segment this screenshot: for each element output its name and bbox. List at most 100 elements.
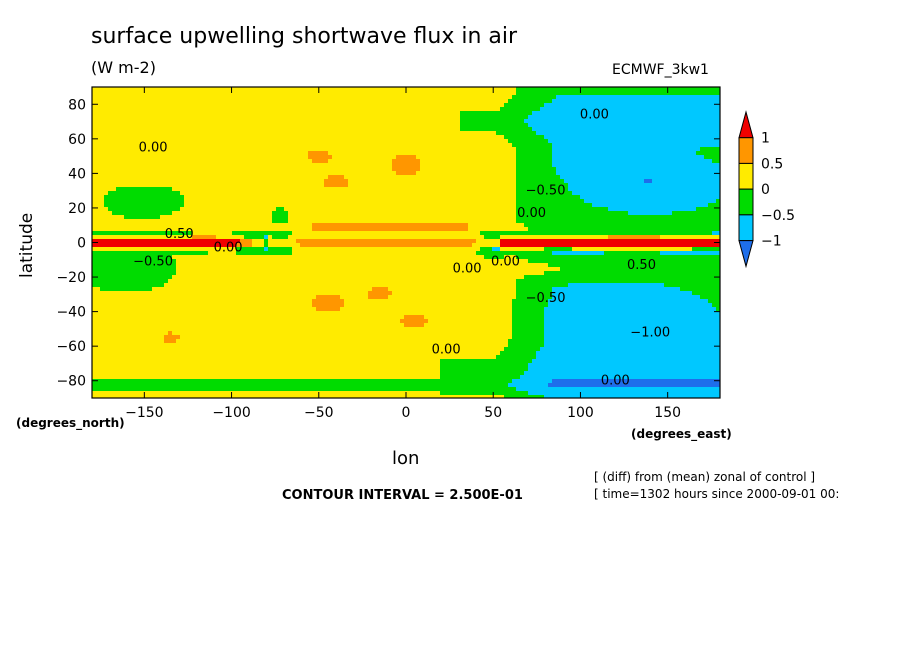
field-cell xyxy=(192,279,196,283)
field-cell xyxy=(212,127,216,131)
field-cell xyxy=(256,187,260,191)
field-cell xyxy=(164,315,168,319)
field-cell xyxy=(184,255,188,259)
field-cell xyxy=(336,127,340,131)
field-cell xyxy=(252,147,256,151)
field-cell xyxy=(272,283,276,287)
field-cell xyxy=(200,147,204,151)
field-cell xyxy=(240,91,244,95)
field-cell xyxy=(172,291,176,295)
field-cell xyxy=(124,247,128,251)
field-cell xyxy=(104,379,108,383)
field-cell xyxy=(324,167,328,171)
field-cell xyxy=(328,91,332,95)
field-cell xyxy=(236,235,240,239)
field-cell xyxy=(92,199,96,203)
field-cell xyxy=(256,291,260,295)
field-cell xyxy=(156,271,160,275)
field-cell xyxy=(260,115,264,119)
field-cell xyxy=(184,91,188,95)
field-cell xyxy=(280,147,284,151)
field-cell xyxy=(304,319,308,323)
field-cell xyxy=(172,175,176,179)
field-cell xyxy=(308,355,312,359)
field-cell xyxy=(220,91,224,95)
field-cell xyxy=(212,119,216,123)
field-cell xyxy=(104,191,108,195)
field-cell xyxy=(236,171,240,175)
field-cell xyxy=(204,391,208,395)
field-cell xyxy=(184,227,188,231)
field-cell xyxy=(332,271,336,275)
field-cell xyxy=(120,267,124,271)
field-cell xyxy=(204,387,208,391)
field-cell xyxy=(268,183,272,187)
field-cell xyxy=(96,231,100,235)
field-cell xyxy=(188,223,192,227)
field-cell xyxy=(144,319,148,323)
field-cell xyxy=(332,263,336,267)
field-cell xyxy=(336,99,340,103)
field-cell xyxy=(128,131,132,135)
field-cell xyxy=(128,319,132,323)
field-cell xyxy=(276,87,280,91)
field-cell xyxy=(144,227,148,231)
field-cell xyxy=(156,223,160,227)
field-cell xyxy=(144,347,148,351)
field-cell xyxy=(156,139,160,143)
field-cell xyxy=(244,315,248,319)
field-cell xyxy=(120,371,124,375)
field-cell xyxy=(160,259,164,263)
field-cell xyxy=(252,351,256,355)
field-cell xyxy=(136,103,140,107)
field-cell xyxy=(260,279,264,283)
field-cell xyxy=(116,203,120,207)
field-cell xyxy=(324,87,328,91)
field-cell xyxy=(136,363,140,367)
field-cell xyxy=(264,367,268,371)
field-cell xyxy=(276,383,280,387)
field-cell xyxy=(100,215,104,219)
field-cell xyxy=(144,391,148,395)
field-cell xyxy=(316,255,320,259)
field-cell xyxy=(324,391,328,395)
model-name: ECMWF_3kw1 xyxy=(612,62,709,78)
field-cell xyxy=(244,155,248,159)
field-cell xyxy=(156,351,160,355)
field-cell xyxy=(272,367,276,371)
field-cell xyxy=(132,135,136,139)
field-cell xyxy=(128,355,132,359)
field-cell xyxy=(292,291,296,295)
field-cell xyxy=(180,115,184,119)
field-cell xyxy=(148,347,152,351)
field-cell xyxy=(340,99,344,103)
field-cell xyxy=(200,123,204,127)
field-cell xyxy=(136,271,140,275)
field-cell xyxy=(256,323,260,327)
field-cell xyxy=(216,103,220,107)
field-cell xyxy=(224,359,228,363)
field-cell xyxy=(176,331,180,335)
field-cell xyxy=(264,227,268,231)
field-cell xyxy=(184,295,188,299)
field-cell xyxy=(180,203,184,207)
field-cell xyxy=(304,295,308,299)
field-cell xyxy=(220,235,224,239)
field-cell xyxy=(284,127,288,131)
field-cell xyxy=(308,203,312,207)
field-cell xyxy=(136,99,140,103)
field-cell xyxy=(104,275,108,279)
field-cell xyxy=(208,159,212,163)
field-cell xyxy=(120,235,124,239)
field-cell xyxy=(264,359,268,363)
field-cell xyxy=(152,339,156,343)
field-cell xyxy=(236,187,240,191)
field-cell xyxy=(96,391,100,395)
field-cell xyxy=(112,379,116,383)
field-cell xyxy=(284,371,288,375)
field-cell xyxy=(300,355,304,359)
field-cell xyxy=(132,127,136,131)
field-cell xyxy=(136,155,140,159)
field-cell xyxy=(192,303,196,307)
field-cell xyxy=(120,167,124,171)
